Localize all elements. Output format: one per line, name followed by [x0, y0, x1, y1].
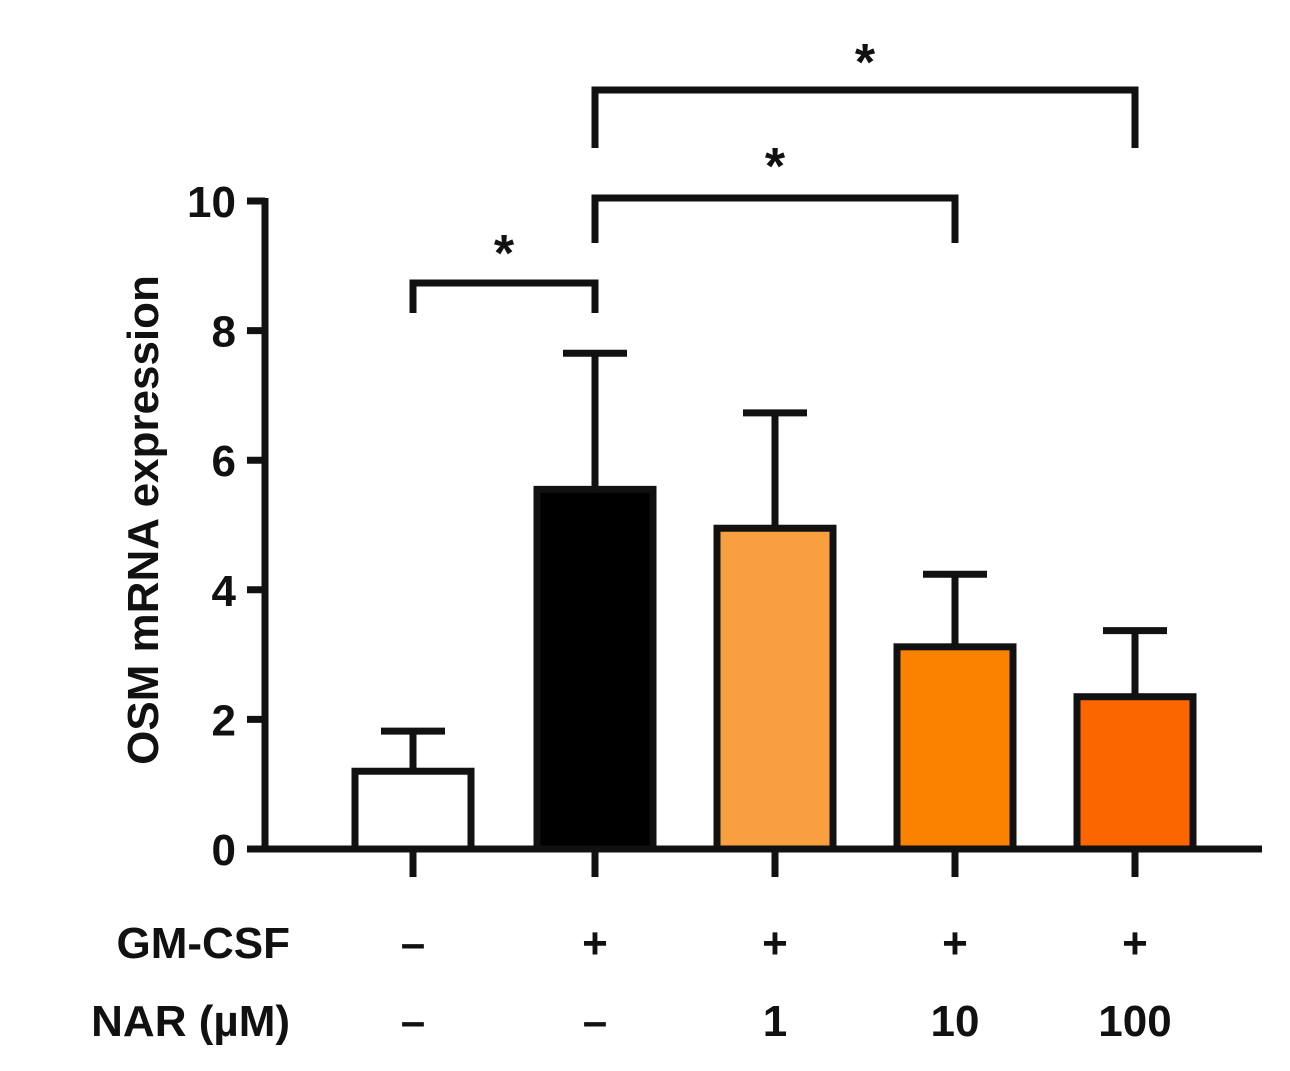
bar	[713, 524, 837, 853]
significance-bracket	[591, 194, 959, 243]
significance-brackets: * * *	[409, 34, 1139, 313]
significance-star: *	[494, 225, 515, 283]
bar	[351, 767, 475, 853]
treatment-cell: +	[1122, 919, 1148, 968]
significance-bracket	[409, 279, 599, 313]
treatment-cell: 100	[1098, 997, 1171, 1046]
bar	[1073, 693, 1197, 853]
y-tick-label: 8	[212, 308, 236, 357]
significance-bracket	[591, 86, 1139, 148]
error-bars	[381, 349, 1167, 772]
bars	[351, 485, 1197, 853]
treatment-cell: +	[582, 919, 608, 968]
treatment-cell: 10	[931, 997, 980, 1046]
y-tick-label: 6	[212, 437, 236, 486]
y-tick-label: 4	[212, 567, 237, 616]
treatment-cell: –	[401, 919, 425, 968]
y-tick-label: 10	[187, 178, 236, 227]
treatment-row-label: NAR (µM)	[91, 997, 290, 1046]
treatment-cell: 1	[763, 997, 787, 1046]
y-axis-title: OSM mRNA expression	[119, 275, 168, 765]
bar	[893, 643, 1017, 853]
treatment-table: GM-CSF – + + + + NAR (µM) – – 1 10 100	[91, 919, 1172, 1046]
significance-star: *	[765, 138, 786, 196]
y-ticks: 0 2 4 6 8 10	[187, 178, 265, 875]
treatment-row-label: GM-CSF	[116, 919, 290, 968]
y-tick-label: 0	[212, 826, 236, 875]
treatment-cell: –	[583, 997, 607, 1046]
treatment-cell: +	[942, 919, 968, 968]
bar	[533, 485, 657, 853]
treatment-cell: +	[762, 919, 788, 968]
y-tick-label: 2	[212, 696, 236, 745]
significance-star: *	[855, 34, 876, 92]
axes	[261, 198, 1262, 877]
treatment-cell: –	[401, 997, 425, 1046]
